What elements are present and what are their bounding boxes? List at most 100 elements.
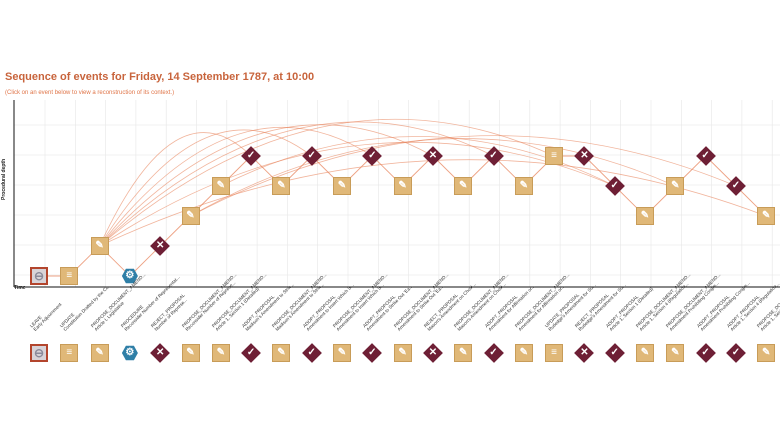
context-arc	[190, 138, 676, 217]
check-icon: ✓	[489, 347, 498, 358]
document-icon: ≡	[551, 347, 558, 358]
check-icon: ✓	[731, 180, 741, 191]
event-node-adopt[interactable]: ✓	[362, 146, 383, 166]
procedure-icon: ⚙	[125, 270, 135, 281]
quill-icon: ✎	[186, 210, 195, 221]
event-node-prop[interactable]: ✎	[333, 177, 351, 195]
quill-icon: ✎	[640, 347, 650, 358]
leave-icon: ⊖	[33, 269, 45, 283]
quill-icon: ✎	[671, 347, 680, 358]
hexagon-shape	[121, 268, 138, 284]
legend-node-adopt[interactable]: ✓	[483, 343, 504, 363]
check-icon: ✓	[701, 347, 710, 358]
event-node-adopt[interactable]: ✓	[604, 176, 625, 196]
context-arc	[99, 121, 494, 247]
quill-icon: ✎	[216, 347, 225, 358]
x-icon: ✕	[155, 347, 165, 358]
quill-icon: ✎	[640, 210, 650, 221]
event-node-prop[interactable]: ✎	[636, 207, 654, 225]
page-subtitle: (Click on an event below to view a recon…	[5, 90, 175, 96]
context-arc	[99, 132, 252, 247]
check-icon: ✓	[489, 150, 498, 161]
check-icon: ✓	[610, 347, 619, 358]
check-icon: ✓	[701, 150, 710, 161]
legend-node-reject[interactable]: ✕	[574, 343, 595, 363]
legend-node-prop[interactable]: ✎	[666, 344, 685, 362]
event-node-prop[interactable]: ✎	[514, 177, 533, 195]
legend-node-adopt[interactable]: ✓	[241, 343, 261, 363]
event-node-prop[interactable]: ✎	[757, 207, 776, 225]
legend-node-adopt[interactable]: ✓	[301, 343, 322, 363]
quill-icon: ✎	[337, 347, 347, 358]
document-icon: ≡	[66, 347, 73, 358]
document-icon: ≡	[551, 150, 558, 161]
legend-node-adopt[interactable]: ✓	[362, 343, 383, 363]
legend-node-prop[interactable]: ✎	[636, 344, 654, 362]
event-node-hex[interactable]: ⚙	[121, 267, 139, 285]
legend-node-adopt[interactable]: ✓	[725, 343, 746, 363]
page-title: Sequence of events for Friday, 14 Septem…	[5, 71, 315, 83]
quill-icon: ✎	[337, 180, 347, 191]
event-node-doc[interactable]: ≡	[60, 267, 79, 285]
check-icon: ✓	[610, 180, 619, 191]
quill-icon: ✎	[761, 347, 771, 358]
legend-node-adopt[interactable]: ✓	[695, 343, 716, 363]
quill-icon: ✎	[186, 347, 195, 358]
event-node-prop[interactable]: ✎	[211, 177, 230, 195]
legend-node-prop[interactable]: ✎	[514, 344, 533, 362]
quill-icon: ✎	[95, 240, 104, 251]
event-node-adopt[interactable]: ✓	[483, 146, 504, 166]
quill-icon: ✎	[458, 180, 468, 191]
quill-icon: ✎	[761, 210, 771, 221]
x-icon: ✕	[580, 150, 589, 161]
legend-node-reject[interactable]: ✕	[422, 343, 443, 363]
legend-node-reject[interactable]: ✕	[150, 343, 171, 363]
check-icon: ✓	[307, 347, 316, 358]
legend-node-prop[interactable]: ✎	[272, 344, 291, 362]
hexagon-shape	[121, 345, 138, 361]
quill-icon: ✎	[458, 347, 468, 358]
legend-node-leave[interactable]: ⊖	[30, 344, 48, 362]
event-node-prop[interactable]: ✎	[454, 177, 473, 195]
legend-node-doc[interactable]: ≡	[60, 344, 79, 362]
legend-node-prop[interactable]: ✎	[757, 344, 776, 362]
context-arc	[99, 126, 373, 247]
event-node-reject[interactable]: ✕	[150, 236, 171, 256]
legend-node-prop[interactable]: ✎	[333, 344, 351, 362]
event-node-adopt[interactable]: ✓	[241, 146, 261, 166]
quill-icon: ✎	[671, 180, 680, 191]
event-node-adopt[interactable]: ✓	[725, 176, 746, 196]
quill-icon: ✎	[398, 347, 407, 358]
event-node-prop[interactable]: ✎	[393, 177, 412, 195]
x-icon: ✕	[580, 347, 589, 358]
legend-node-hex[interactable]: ⚙	[121, 344, 139, 362]
procedure-icon: ⚙	[125, 347, 135, 358]
event-node-prop[interactable]: ✎	[90, 237, 109, 255]
check-icon: ✓	[368, 347, 377, 358]
legend-node-doc[interactable]: ≡	[545, 344, 564, 362]
event-node-prop[interactable]: ✎	[272, 177, 291, 195]
event-node-reject[interactable]: ✕	[574, 146, 595, 166]
context-arc	[99, 142, 615, 247]
quill-icon: ✎	[277, 180, 286, 191]
legend-node-prop[interactable]: ✎	[211, 344, 230, 362]
event-node-leave[interactable]: ⊖	[30, 267, 48, 285]
event-node-prop[interactable]: ✎	[181, 207, 200, 225]
quill-icon: ✎	[277, 347, 286, 358]
legend-node-prop[interactable]: ✎	[181, 344, 200, 362]
event-node-reject[interactable]: ✕	[422, 146, 443, 166]
event-node-adopt[interactable]: ✓	[301, 146, 322, 166]
legend-node-prop[interactable]: ✎	[90, 344, 109, 362]
event-node-prop[interactable]: ✎	[666, 177, 685, 195]
legend-node-prop[interactable]: ✎	[454, 344, 473, 362]
check-icon: ✓	[307, 150, 316, 161]
legend-node-adopt[interactable]: ✓	[604, 343, 625, 363]
context-arc	[99, 159, 767, 247]
check-icon: ✓	[246, 150, 256, 161]
legend-node-prop[interactable]: ✎	[393, 344, 412, 362]
x-icon: ✕	[428, 347, 438, 358]
event-node-doc[interactable]: ≡	[545, 147, 564, 165]
y-axis-label: Procedural depth	[1, 158, 7, 200]
event-node-adopt[interactable]: ✓	[695, 146, 716, 166]
